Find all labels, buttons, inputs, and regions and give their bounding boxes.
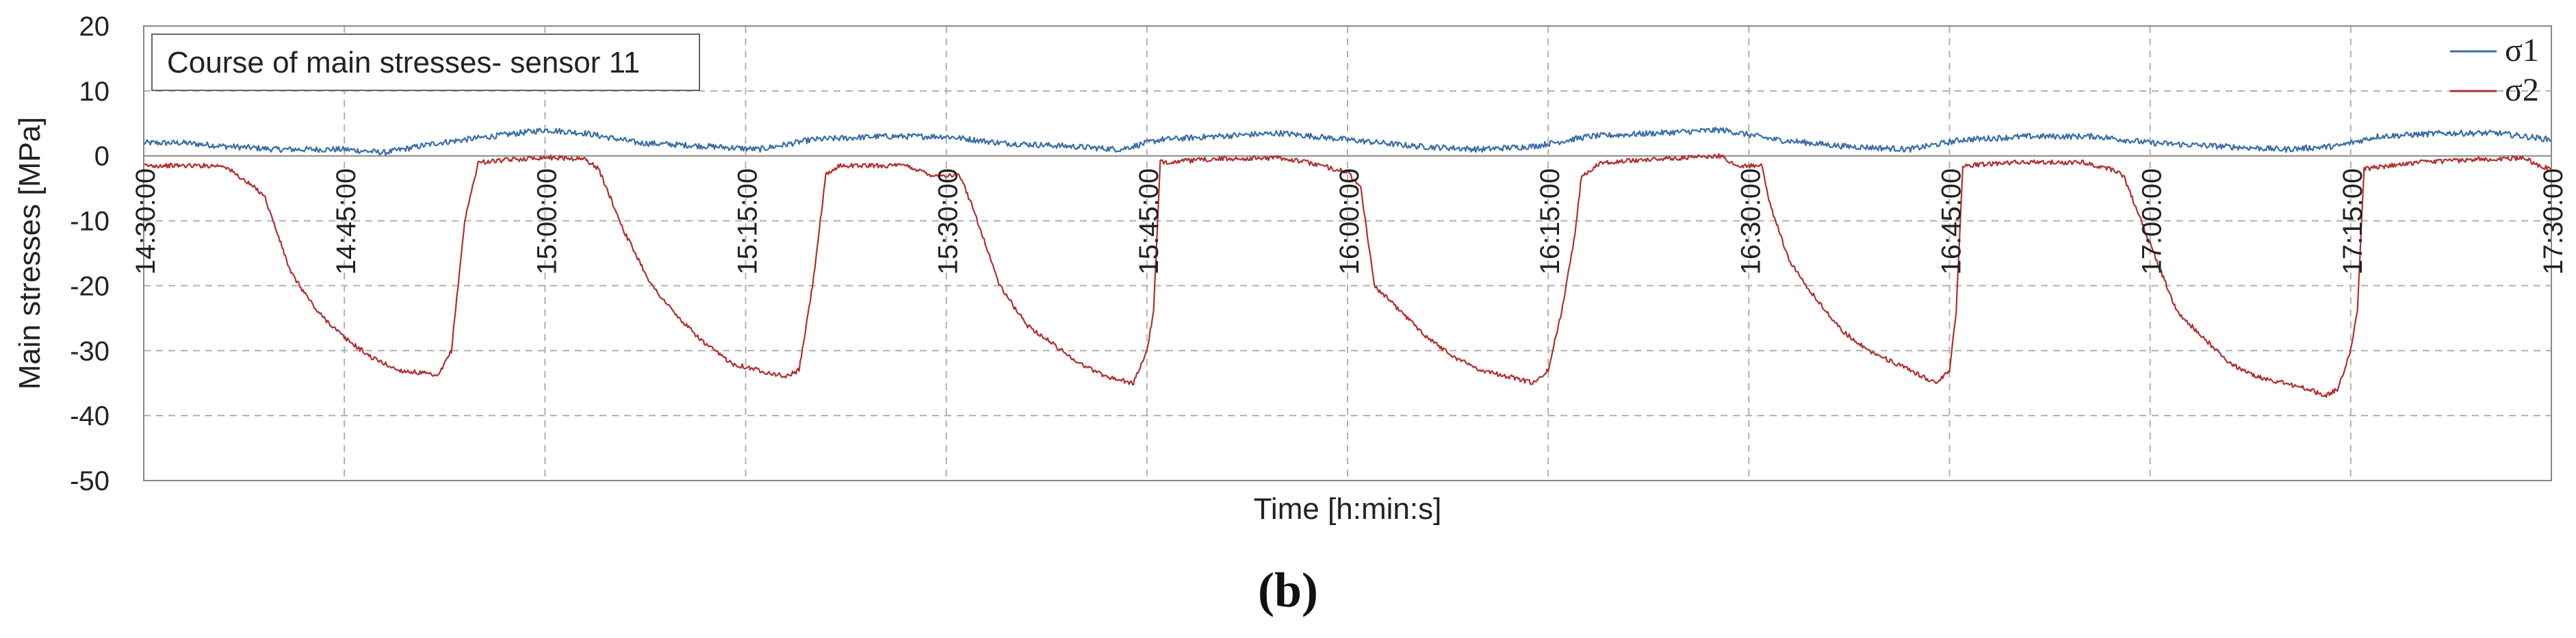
y-tick-labels: 20 10 0 -10 -20 -30 -40 -50 (70, 12, 110, 496)
legend-label-2: σ2 (2505, 72, 2539, 108)
x-tick-label: 17:15:00 (2338, 168, 2368, 275)
y-tick-label: 10 (79, 77, 110, 107)
x-tick-label: 15:30:00 (933, 168, 964, 275)
legend-label-1: σ1 (2505, 32, 2539, 68)
x-tick-labels: 14:30:00 14:45:00 15:00:00 15:15:00 15:30:00… (131, 168, 2568, 275)
y-tick-label: 20 (79, 12, 110, 42)
x-tick-label: 14:30:00 (131, 168, 161, 275)
x-tick-label: 17:30:00 (2538, 168, 2568, 275)
x-tick-label: 16:00:00 (1335, 168, 1365, 275)
x-tick-label: 15:15:00 (733, 168, 763, 275)
chart-title-frame (151, 34, 700, 91)
x-tick-label: 15:00:00 (532, 168, 562, 275)
y-tick-label: -30 (70, 336, 110, 366)
x-tick-label: 14:45:00 (331, 168, 361, 275)
series-line-2 (143, 153, 2552, 398)
x-axis-title: Time [h:min:s] (1254, 492, 1442, 526)
y-tick-label: -50 (70, 466, 110, 496)
series-line-1 (143, 126, 2552, 156)
panel-label: (b) (1258, 563, 1318, 617)
x-tick-label: 16:45:00 (1937, 168, 1967, 275)
chart-title: Course of main stresses- sensor 11 (167, 46, 640, 79)
y-tick-label: -10 (70, 207, 110, 237)
chart-title-box: Course of main stresses- sensor 11 (151, 34, 700, 91)
x-tick-label: 17:00:00 (2137, 168, 2167, 275)
y-tick-label: 0 (94, 142, 110, 172)
y-tick-label: -40 (70, 401, 110, 431)
x-tick-label: 16:30:00 (1736, 168, 1766, 275)
y-axis-title: Main stresses [MPa] (13, 117, 47, 390)
plot-frame (143, 25, 2552, 481)
x-tick-label: 15:45:00 (1134, 168, 1164, 275)
x-tick-label: 16:15:00 (1535, 168, 1565, 275)
series-layer (143, 126, 2552, 398)
y-tick-label: -20 (70, 271, 110, 301)
